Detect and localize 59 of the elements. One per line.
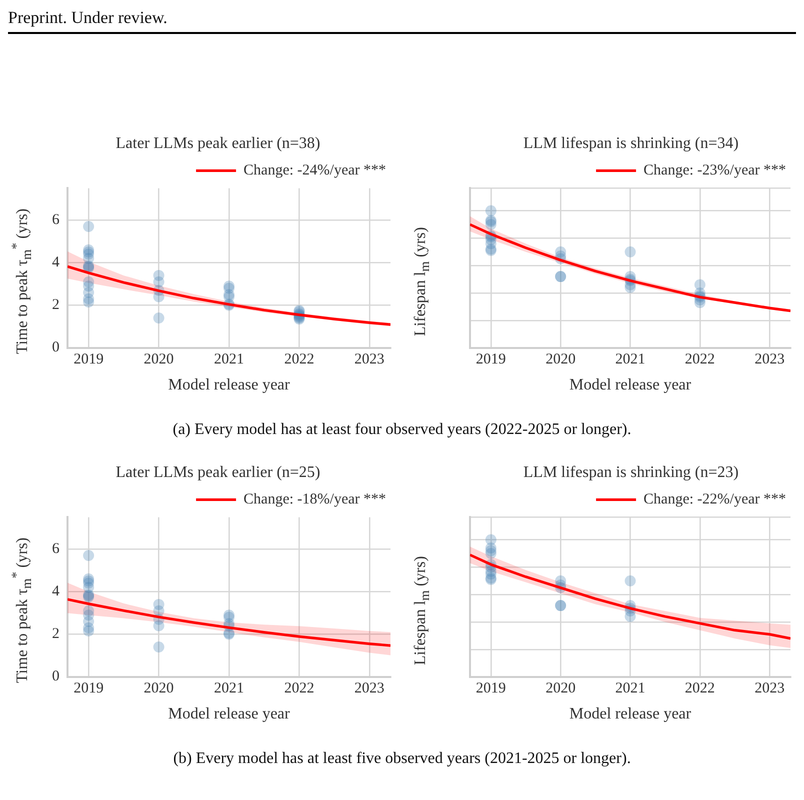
y-tick-label: 4 xyxy=(52,584,60,600)
chart-title: Later LLMs peak earlier (n=38) xyxy=(116,134,320,152)
y-tick-label: 2 xyxy=(52,626,60,642)
x-tick-label: 2021 xyxy=(615,680,646,697)
legend-label: Change: -23%/year *** xyxy=(644,162,786,179)
x-tick-label: 2021 xyxy=(214,352,244,368)
point xyxy=(485,205,496,216)
x-tick-label: 2022 xyxy=(684,680,715,697)
point xyxy=(624,575,636,586)
legend-label: Change: -18%/year *** xyxy=(244,492,386,508)
point xyxy=(694,297,706,308)
x-axis-title: Model release year xyxy=(168,376,291,394)
point xyxy=(153,291,164,302)
legend-label: Change: -24%/year *** xyxy=(244,162,386,179)
point xyxy=(485,219,496,230)
x-tick-label: 2019 xyxy=(74,680,104,697)
legend-label: Change: -22%/year *** xyxy=(644,492,786,508)
y-tick-label: 6 xyxy=(52,541,60,558)
text: (b) Every model has at least five observed years (2021-2025 or longer). xyxy=(172,750,632,768)
point xyxy=(624,246,636,258)
x-tick-label: 2019 xyxy=(476,680,506,697)
x-tick-label: 2023 xyxy=(754,352,785,368)
point xyxy=(153,620,164,632)
x-tick-label: 2020 xyxy=(144,680,174,697)
y-tick-label: 6 xyxy=(52,212,60,228)
x-tick-label: 2019 xyxy=(476,352,506,368)
x-tick-label: 2022 xyxy=(284,352,314,368)
x-tick-label: 2020 xyxy=(546,680,576,697)
x-tick-label: 2019 xyxy=(74,352,104,368)
x-tick-label: 2023 xyxy=(754,680,785,697)
chart-title: LLM lifespan is shrinking (n=34) xyxy=(523,134,739,152)
text: Preprint. Under review. xyxy=(8,8,796,34)
text: (a) Every model has at least four observed years (2022-2025 or longer). xyxy=(172,421,632,439)
x-tick-label: 2021 xyxy=(615,352,646,368)
point xyxy=(485,548,496,560)
point xyxy=(83,221,94,232)
point xyxy=(83,626,94,637)
y-tick-label: 0 xyxy=(52,340,60,356)
x-tick-label: 2020 xyxy=(546,352,576,368)
y-tick-label: 4 xyxy=(52,254,60,271)
x-tick-label: 2023 xyxy=(354,680,384,697)
point xyxy=(624,282,636,294)
x-tick-label: 2021 xyxy=(214,680,244,697)
point xyxy=(83,550,94,562)
chart-title: LLM lifespan is shrinking (n=23) xyxy=(523,464,739,481)
point xyxy=(624,611,636,622)
x-tick-label: 2022 xyxy=(284,680,314,697)
point xyxy=(153,312,164,324)
point xyxy=(153,642,164,653)
chart-title: Later LLMs peak earlier (n=25) xyxy=(116,464,320,481)
y-tick-label: 0 xyxy=(52,668,60,685)
x-tick-label: 2020 xyxy=(144,352,174,368)
x-axis-title: Model release year xyxy=(569,706,692,723)
x-axis-title: Model release year xyxy=(168,706,291,723)
x-axis-title: Model release year xyxy=(569,376,692,394)
point xyxy=(83,296,94,308)
y-tick-label: 2 xyxy=(52,297,60,314)
x-tick-label: 2023 xyxy=(354,352,384,368)
x-tick-label: 2022 xyxy=(684,352,715,368)
